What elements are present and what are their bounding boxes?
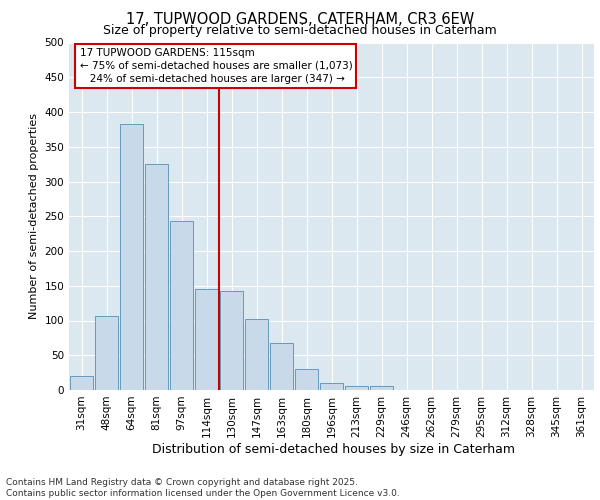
Bar — [119, 124, 143, 390]
Bar — [170, 221, 193, 390]
Bar — [295, 369, 319, 390]
Text: Distribution of semi-detached houses by size in Caterham: Distribution of semi-detached houses by … — [152, 442, 515, 456]
Bar — [245, 319, 268, 390]
Bar — [320, 383, 343, 390]
Y-axis label: Number of semi-detached properties: Number of semi-detached properties — [29, 114, 39, 320]
Bar — [344, 386, 368, 390]
Bar — [95, 316, 118, 390]
Bar — [370, 386, 394, 390]
Text: Size of property relative to semi-detached houses in Caterham: Size of property relative to semi-detach… — [103, 24, 497, 37]
Bar — [220, 290, 244, 390]
Bar — [194, 289, 218, 390]
Bar — [145, 164, 169, 390]
Text: 17 TUPWOOD GARDENS: 115sqm
← 75% of semi-detached houses are smaller (1,073)
   : 17 TUPWOOD GARDENS: 115sqm ← 75% of semi… — [79, 48, 352, 84]
Bar — [70, 376, 94, 390]
Text: 17, TUPWOOD GARDENS, CATERHAM, CR3 6EW: 17, TUPWOOD GARDENS, CATERHAM, CR3 6EW — [126, 12, 474, 28]
Text: Contains HM Land Registry data © Crown copyright and database right 2025.
Contai: Contains HM Land Registry data © Crown c… — [6, 478, 400, 498]
Bar — [269, 342, 293, 390]
